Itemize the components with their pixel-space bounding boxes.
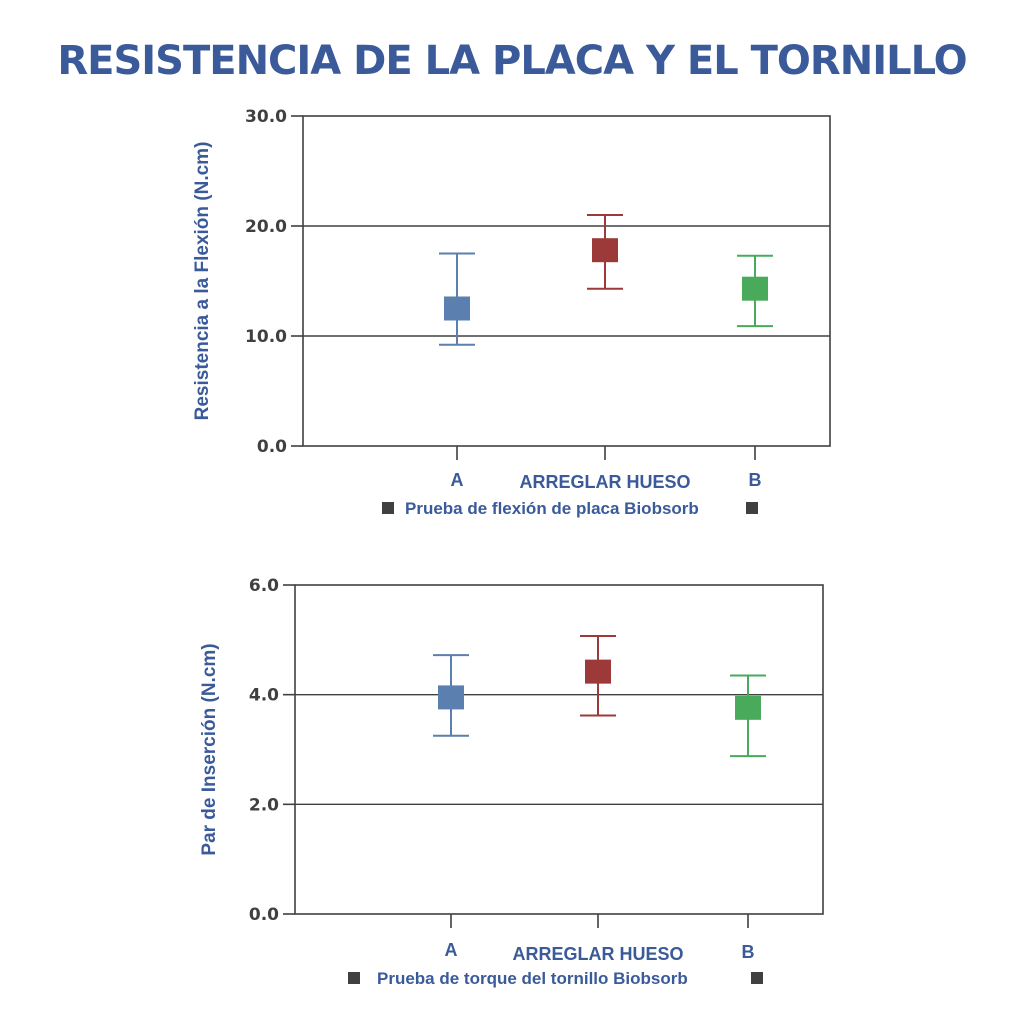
y-axis-label: Resistencia a la Flexión (N.cm): [192, 142, 213, 421]
legend-label: Prueba de torque del tornillo Biobsorb: [377, 969, 688, 988]
y-tick-label: 10.0: [245, 327, 287, 347]
flexion-chart: 0.0 10.0 20.0 30.0 Resistencia a la Flexión …: [192, 107, 831, 518]
mean-marker: [742, 276, 768, 301]
y-tick-label: 20.0: [245, 217, 287, 237]
plot-frame: [302, 115, 831, 447]
errorbar-a: [439, 252, 475, 346]
errorbar-b: [737, 254, 773, 328]
mean-marker: [592, 238, 618, 263]
x-tick-label: ARREGLAR HUESO: [519, 472, 690, 492]
plot-frame: [294, 584, 824, 915]
legend-label: Prueba de flexión de placa Biobsorb: [405, 499, 699, 518]
mean-marker: [585, 659, 611, 684]
page-title: RESISTENCIA DE LA PLACA Y EL TORNILLO: [57, 38, 967, 84]
x-tick-label: B: [749, 470, 762, 490]
x-tick-label: ARREGLAR HUESO: [512, 944, 683, 964]
x-tick-label: A: [445, 940, 458, 960]
y-tick-label: 6.0: [249, 576, 279, 596]
mean-marker: [438, 685, 464, 710]
y-tick-label: 0.0: [257, 437, 287, 457]
errorbar-arreglar-hueso: [580, 634, 616, 717]
x-tick-label: A: [451, 470, 464, 490]
mean-marker: [444, 296, 470, 321]
legend-square-right: [746, 502, 758, 514]
y-tick-label: 4.0: [249, 686, 279, 706]
y-tick-label: 2.0: [249, 795, 279, 815]
legend-square-right: [751, 972, 763, 984]
mean-marker: [735, 695, 761, 720]
errorbar-a: [433, 654, 469, 737]
x-tick-label: B: [742, 942, 755, 962]
errorbar-arreglar-hueso: [587, 214, 623, 290]
y-tick-label: 30.0: [245, 107, 287, 127]
legend-square-left: [348, 972, 360, 984]
y-tick-label: 0.0: [249, 905, 279, 925]
y-axis-label: Par de Inserción (N.cm): [199, 643, 220, 855]
errorbar-b: [730, 674, 766, 758]
legend-square-left: [382, 502, 394, 514]
